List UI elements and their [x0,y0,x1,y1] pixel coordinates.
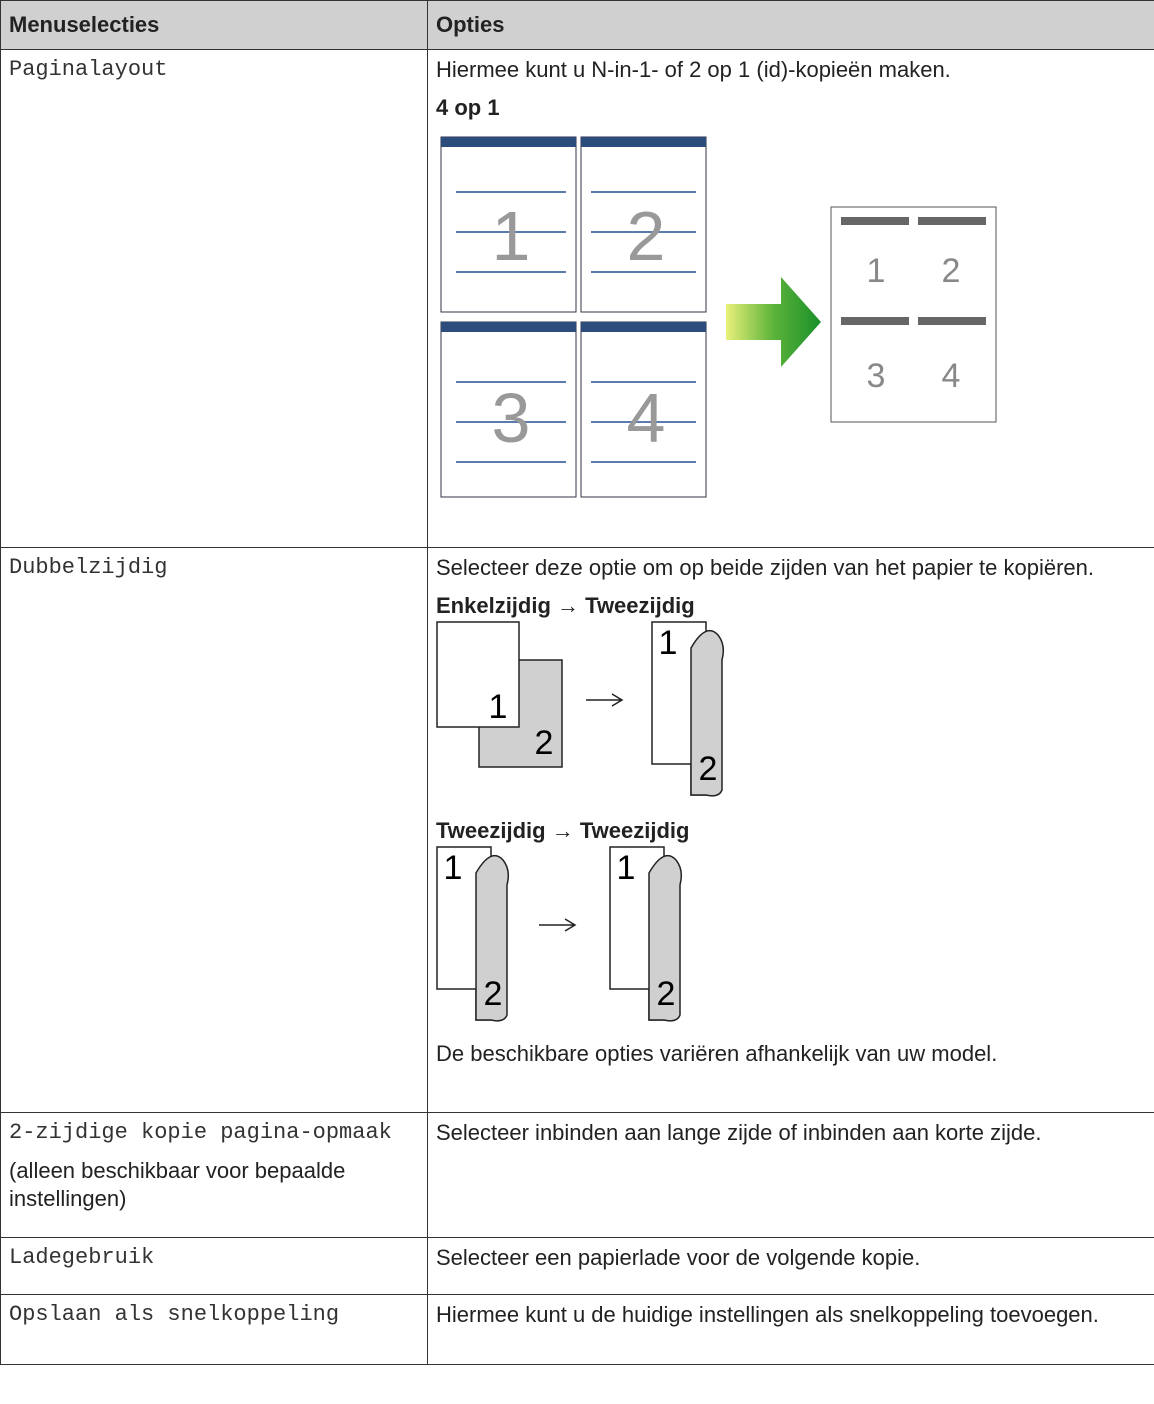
option-text: Hiermee kunt u de huidige instellingen a… [436,1302,1099,1327]
arrow [726,277,821,367]
menu-table: Menuselecties Opties Paginalayout Hierme… [0,0,1154,1365]
header-row: Menuselecties Opties [0,0,1154,50]
menu-item: Dubbelzijdig [9,555,168,580]
option-cell: Selecteer inbinden aan lange zijde of in… [427,1112,1154,1238]
subheading: Enkelzijdig → Tweezijdig [436,593,695,618]
page-number: 3 [492,379,531,457]
page-number: 1 [867,252,886,290]
menu-item: Ladegebruik [9,1245,155,1270]
menu-cell: Dubbelzijdig [0,547,428,1113]
header-cell: Opties [427,0,1154,50]
menu-cell: Ladegebruik [0,1237,428,1295]
option-text: Selecteer een papierlade voor de volgend… [436,1245,921,1270]
page-number: 4 [942,357,961,395]
option-text: Selecteer inbinden aan lange zijde of in… [436,1120,1042,1145]
duplex-diagram: 1 2 1 2 [436,846,683,1022]
menu-item: Paginalayout [9,57,168,82]
note: De beschikbare opties variëren afhankeli… [436,1041,998,1066]
duplex-diagram: 1 2 1 2 [436,621,725,797]
page-label: 1 [617,849,636,887]
result-page: 1 2 3 4 [830,206,997,423]
page-label: 2 [535,724,554,762]
subheading: Tweezijdig → Tweezijdig [436,818,690,843]
menu-cell: Opslaan als snelkoppeling [0,1294,428,1365]
table-row: Dubbelzijdig Selecteer deze optie om op … [0,547,1154,1113]
page-number: 2 [942,252,961,290]
page-number: 2 [627,197,666,275]
page-label: 1 [659,624,678,662]
page-sheet [580,321,707,498]
page-label: 2 [657,975,676,1013]
page-sheet [580,136,707,313]
page-number: 1 [492,197,531,275]
option-text: Selecteer deze optie om op beide zijden … [436,555,1094,580]
option-cell: Hiermee kunt u de huidige instellingen a… [427,1294,1154,1365]
option-text: Hiermee kunt u N-in-1- of 2 op 1 (id)-ko… [436,57,951,82]
table-row: Opslaan als snelkoppeling Hiermee kunt u… [0,1294,1154,1365]
menu-item: 2-zijdige kopie pagina-opmaak [9,1120,392,1145]
table-row: Ladegebruik Selecteer een papierlade voo… [0,1237,1154,1295]
page-label: 2 [484,975,503,1013]
four-in-one-figure: 1 2 3 4 1 2 3 4 [440,136,997,498]
option-cell: Selecteer een papierlade voor de volgend… [427,1237,1154,1295]
menu-note: (alleen beschikbaar voor bepaalde instel… [9,1158,346,1211]
option-cell: Hiermee kunt u N-in-1- of 2 op 1 (id)-ko… [427,49,1154,548]
page-label: 2 [699,750,718,788]
table-row: Paginalayout Hiermee kunt u N-in-1- of 2… [0,49,1154,548]
header-cell: Menuselecties [0,0,428,50]
page-number: 4 [627,379,666,457]
source-pages: 1 2 3 4 [440,136,707,498]
table-row: 2-zijdige kopie pagina-opmaak (alleen be… [0,1112,1154,1238]
page-label: 1 [444,849,463,887]
menu-cell: 2-zijdige kopie pagina-opmaak (alleen be… [0,1112,428,1238]
menu-item: Opslaan als snelkoppeling [9,1302,340,1327]
menu-cell: Paginalayout [0,49,428,548]
option-cell: Selecteer deze optie om op beide zijden … [427,547,1154,1113]
page-number: 3 [867,357,886,395]
subheading: 4 op 1 [436,95,500,120]
page-sheet [440,136,577,313]
page-label: 1 [489,688,508,726]
